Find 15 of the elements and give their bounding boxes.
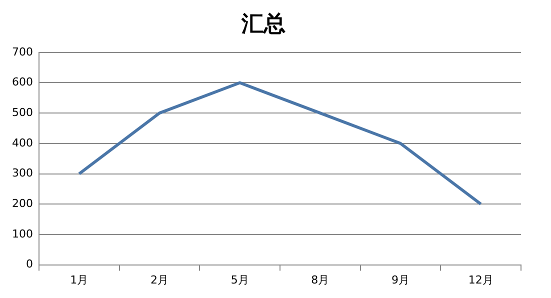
y-tick-label: 0	[26, 258, 33, 271]
x-tick-label: 5月	[230, 273, 249, 286]
x-tick-label: 1月	[70, 273, 88, 286]
y-tick-label: 600	[12, 76, 33, 89]
x-tick-label: 8月	[311, 273, 330, 286]
y-tick-label: 400	[12, 136, 33, 150]
x-tick-label: 12月	[468, 273, 494, 286]
y-tick-label: 700	[12, 45, 33, 58]
x-tick-label: 2月	[150, 273, 168, 286]
y-tick-label: 200	[12, 196, 33, 210]
y-tick-label: 300	[12, 166, 33, 180]
x-tick-label: 9月	[392, 273, 410, 286]
chart-title: 汇总	[240, 10, 286, 37]
y-tick-label: 100	[12, 227, 33, 240]
y-tick-label: 500	[12, 106, 33, 119]
